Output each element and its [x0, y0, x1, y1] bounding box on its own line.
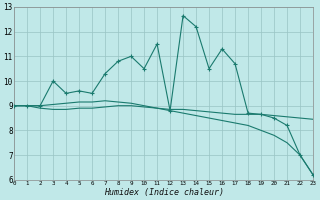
X-axis label: Humidex (Indice chaleur): Humidex (Indice chaleur)	[104, 188, 224, 197]
